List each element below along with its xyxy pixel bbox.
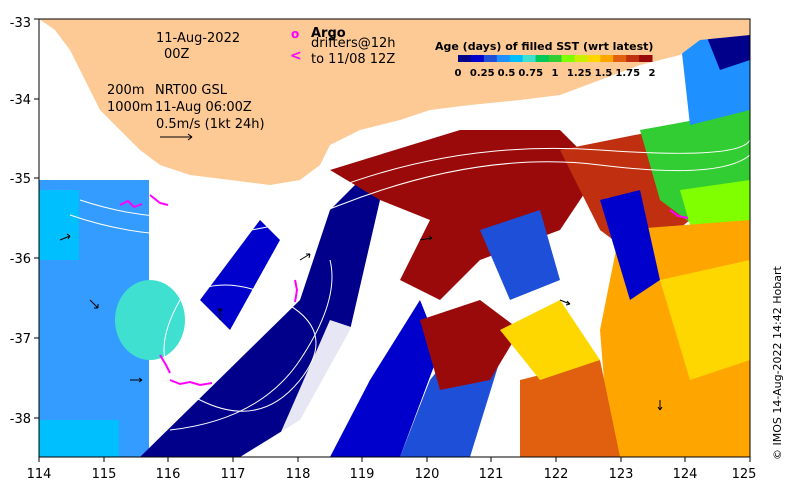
x-tick-label: 123 — [609, 467, 634, 482]
velocity-scale-arrow — [160, 133, 193, 141]
y-tick-label: -38 — [10, 412, 31, 427]
x-tick-label: 118 — [286, 467, 311, 482]
y-axis — [34, 18, 39, 419]
y-tick-label: -37 — [10, 332, 31, 347]
colorbar-segment — [548, 55, 562, 62]
colorbar-segment — [561, 55, 575, 62]
colorbar-segment — [600, 55, 614, 62]
x-tick-label: 122 — [544, 467, 569, 482]
colorbar-tick-label: 0 — [455, 68, 462, 79]
y-tick-label: -35 — [10, 172, 31, 187]
model-label: NRT00 GSL — [155, 83, 228, 98]
model-time-label: 11-Aug 06:00Z — [155, 100, 252, 115]
time-label: 00Z — [164, 47, 190, 62]
drifters-label: drifters@12h — [311, 36, 396, 51]
colorbar-segment — [496, 55, 511, 62]
y-tick-label: -34 — [10, 93, 31, 108]
colorbar-segment — [470, 55, 485, 62]
y-tick-label: -36 — [10, 252, 31, 267]
x-tick-label: 124 — [673, 467, 698, 482]
y-tick-label: -33 — [10, 16, 31, 31]
credit-label: © IMOS 14-Aug-2022 14:42 Hobart — [771, 266, 784, 460]
x-tick-label: 117 — [221, 467, 246, 482]
velocity-arrows — [59, 233, 663, 411]
colorbar-segment — [574, 55, 588, 62]
colorbar-segment — [483, 55, 498, 62]
contour-lines — [69, 139, 750, 431]
colorbar-tick-label: 0.75 — [518, 68, 543, 79]
colorbar-tick-label: 2 — [649, 68, 656, 79]
colorbar-segment — [639, 55, 653, 62]
colorbar — [458, 55, 653, 62]
plot-frame — [38, 18, 751, 458]
x-tick-label: 121 — [479, 467, 504, 482]
colorbar-segment — [522, 55, 537, 62]
colorbar-tick-label: 1.75 — [615, 68, 640, 79]
colorbar-tick-label: 1.5 — [595, 68, 613, 79]
colorbar-tick-label: 1.25 — [567, 68, 592, 79]
colorbar-segment — [458, 55, 472, 62]
colorbar-title: Age (days) of filled SST (wrt latest) — [435, 40, 653, 53]
depth-bottom-label: 1000m — [107, 100, 153, 115]
velocity-scale-label: 0.5m/s (1kt 24h) — [156, 117, 265, 132]
drifter-tracks — [119, 194, 689, 387]
x-tick-label: 116 — [156, 467, 181, 482]
sst-field — [39, 19, 750, 457]
x-tick-label: 115 — [92, 467, 117, 482]
colorbar-segment — [613, 55, 627, 62]
depth-top-label: 200m — [107, 83, 144, 98]
colorbar-segment — [626, 55, 640, 62]
argo-marker-icon: o — [291, 27, 299, 41]
date-label: 11-Aug-2022 — [156, 31, 240, 46]
x-tick-label: 120 — [415, 467, 440, 482]
colorbar-tick-label: 0.25 — [470, 68, 495, 79]
colorbar-segment — [509, 55, 524, 62]
x-tick-label: 119 — [350, 467, 375, 482]
colorbar-tick-label: 0.5 — [498, 68, 516, 79]
x-axis — [38, 457, 751, 462]
x-tick-label: 125 — [732, 467, 757, 482]
colorbar-tick-label: 1 — [552, 68, 559, 79]
drifter-track-label: to 11/08 12Z — [311, 52, 395, 67]
argo-label: Argo — [311, 26, 346, 41]
colorbar-segment — [535, 55, 550, 62]
drifter-track-marker-icon: < — [290, 48, 302, 64]
x-tick-label: 114 — [27, 467, 52, 482]
colorbar-segment — [587, 55, 601, 62]
